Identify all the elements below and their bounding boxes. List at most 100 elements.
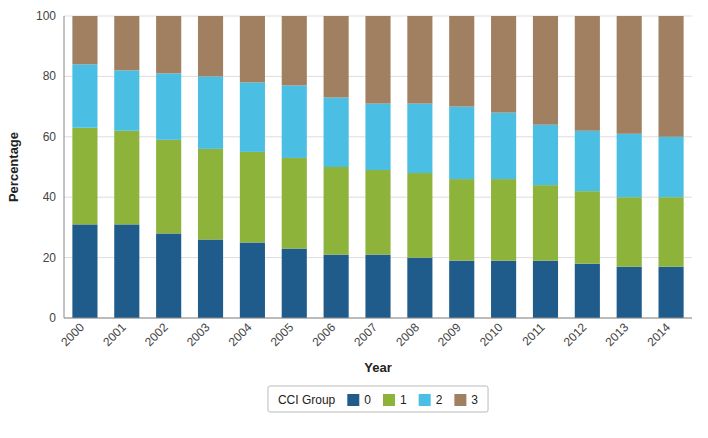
x-axis-line xyxy=(64,318,692,319)
bar-segment xyxy=(491,179,516,261)
x-tick-label: 2004 xyxy=(226,320,255,349)
grid xyxy=(64,16,692,318)
bar-segment xyxy=(659,137,684,197)
bar-segment xyxy=(449,261,474,318)
bar-segment xyxy=(282,16,307,85)
bar-segment xyxy=(72,16,97,64)
legend-label: 1 xyxy=(400,393,407,407)
bar-segment xyxy=(533,185,558,261)
y-tick-label: 60 xyxy=(43,130,57,144)
bar-segment xyxy=(72,224,97,318)
bar-segment xyxy=(114,16,139,70)
bar-segment xyxy=(491,113,516,179)
bar-segment xyxy=(575,16,600,131)
x-tick-label: 2001 xyxy=(100,320,129,349)
x-tick-label: 2002 xyxy=(142,320,171,349)
bar-segment xyxy=(365,170,390,255)
bar-segment xyxy=(156,140,181,234)
x-tick-label: 2012 xyxy=(561,320,590,349)
y-tick-label: 0 xyxy=(49,311,56,325)
bar-segment xyxy=(575,131,600,191)
y-tick-label: 100 xyxy=(36,9,56,23)
bar-segment xyxy=(324,167,349,255)
bar-segment xyxy=(156,233,181,318)
bar-segment xyxy=(449,16,474,107)
bar-segment xyxy=(659,197,684,266)
bar-segment xyxy=(282,158,307,249)
bar-segment xyxy=(659,16,684,137)
bar-segment xyxy=(617,197,642,266)
bars xyxy=(72,16,683,318)
legend-label: 0 xyxy=(364,393,371,407)
y-tick-label: 80 xyxy=(43,69,57,83)
bar-segment xyxy=(533,261,558,318)
bar-segment xyxy=(324,255,349,318)
bar-segment xyxy=(533,125,558,185)
bar-segment xyxy=(659,267,684,318)
legend-label: 3 xyxy=(471,393,478,407)
x-tick-label: 2011 xyxy=(519,320,547,348)
bar-segment xyxy=(240,152,265,243)
bar-segment xyxy=(114,224,139,318)
bar-segment xyxy=(198,76,223,148)
bar-segment xyxy=(114,131,139,225)
bar-segment xyxy=(198,239,223,318)
legend-swatch xyxy=(454,394,466,406)
bar-segment xyxy=(617,16,642,134)
legend-label: 2 xyxy=(436,393,443,407)
bar-segment xyxy=(156,73,181,139)
bar-segment xyxy=(407,104,432,173)
bar-segment xyxy=(449,179,474,261)
bar-segment xyxy=(324,16,349,98)
legend-frame xyxy=(268,386,488,412)
x-tick-label: 2008 xyxy=(393,320,422,349)
bar-segment xyxy=(198,149,223,240)
bar-segment xyxy=(575,191,600,263)
bar-segment xyxy=(407,16,432,104)
bar-segment xyxy=(365,104,390,170)
x-tick-label: 2010 xyxy=(477,320,506,349)
legend-title: CCI Group xyxy=(278,393,336,407)
bar-segment xyxy=(324,98,349,167)
bar-segment xyxy=(449,107,474,179)
chart: 0204060801002000200120022003200420052006… xyxy=(0,0,708,438)
bar-segment xyxy=(491,16,516,113)
legend-swatch xyxy=(347,394,359,406)
x-tick-label: 2005 xyxy=(268,320,297,349)
bar-segment xyxy=(365,255,390,318)
bar-segment xyxy=(240,16,265,82)
bar-segment xyxy=(114,70,139,130)
bar-segment xyxy=(575,264,600,318)
y-tick-label: 40 xyxy=(43,190,57,204)
x-tick-label: 2013 xyxy=(603,320,632,349)
bar-segment xyxy=(282,249,307,318)
bar-segment xyxy=(282,85,307,157)
grid-line xyxy=(64,318,692,319)
bar-segment xyxy=(72,128,97,225)
bar-segment xyxy=(240,82,265,151)
x-tick-label: 2003 xyxy=(184,320,213,349)
x-tick-label: 2014 xyxy=(644,320,673,349)
legend-swatch xyxy=(383,394,395,406)
x-tick-label: 2007 xyxy=(351,320,380,349)
x-tick-label: 2000 xyxy=(58,320,87,349)
x-axis-label: Year xyxy=(364,360,391,375)
bar-segment xyxy=(365,16,390,104)
legend-swatch xyxy=(419,394,431,406)
bar-segment xyxy=(533,16,558,125)
bar-segment xyxy=(617,267,642,318)
x-tick-label: 2009 xyxy=(435,320,464,349)
y-axis-line xyxy=(64,16,65,318)
bar-segment xyxy=(407,258,432,318)
bar-segment xyxy=(407,173,432,258)
x-tick-label: 2006 xyxy=(309,320,338,349)
bar-segment xyxy=(72,64,97,127)
y-axis-label: Percentage xyxy=(6,132,21,202)
bar-segment xyxy=(240,243,265,319)
bar-segment xyxy=(491,261,516,318)
y-tick-label: 20 xyxy=(43,251,57,265)
bar-segment xyxy=(156,16,181,73)
bar-segment xyxy=(617,134,642,197)
bar-segment xyxy=(198,16,223,76)
legend: CCI Group 0 1 2 3 xyxy=(268,386,488,412)
